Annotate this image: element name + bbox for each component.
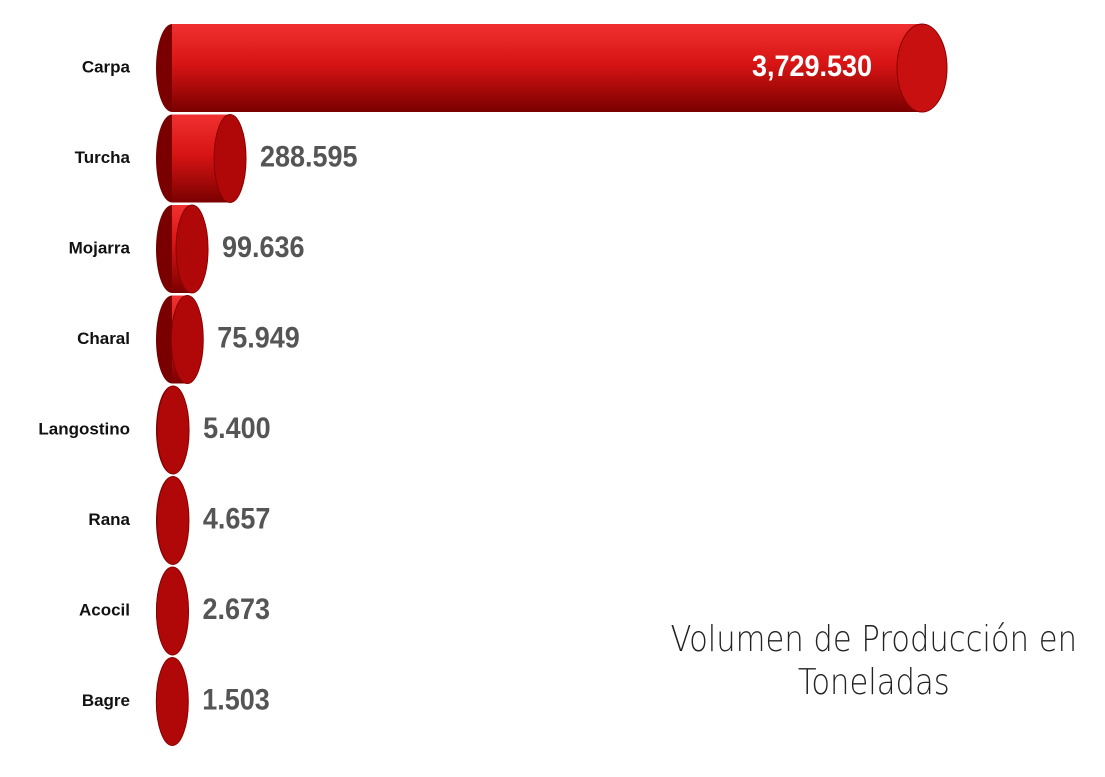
bar-cap (157, 567, 189, 655)
category-label: Bagre (82, 691, 130, 710)
value-label: 75.949 (217, 321, 300, 355)
bar-cap (897, 24, 947, 112)
bar-cap (157, 386, 189, 474)
value-label: 1.503 (202, 683, 270, 717)
value-label: 99.636 (222, 231, 305, 265)
page: Carpa 3,729.530 Turcha 288.595 Mojarra 99.636… (0, 0, 1105, 777)
category-label: Mojarra (69, 238, 131, 257)
value-label: 288.595 (260, 140, 358, 174)
value-label: 5.400 (203, 412, 271, 446)
category-label: Carpa (82, 57, 131, 76)
value-label: 3,729.530 (752, 50, 872, 84)
bar-cap (157, 477, 189, 565)
bar-cap (171, 296, 203, 384)
category-label: Rana (88, 510, 130, 529)
category-label: Acocil (79, 600, 130, 619)
category-label: Turcha (75, 148, 131, 167)
bar-cap (214, 115, 246, 203)
value-label: 2.673 (203, 593, 271, 627)
value-label: 4.657 (203, 502, 271, 536)
category-label: Langostino (38, 419, 130, 438)
bar-cap (176, 205, 208, 293)
category-label: Charal (77, 329, 130, 348)
chart-title: Volumen de Producción en Toneladas (640, 618, 1105, 704)
bar-cap (156, 658, 188, 746)
